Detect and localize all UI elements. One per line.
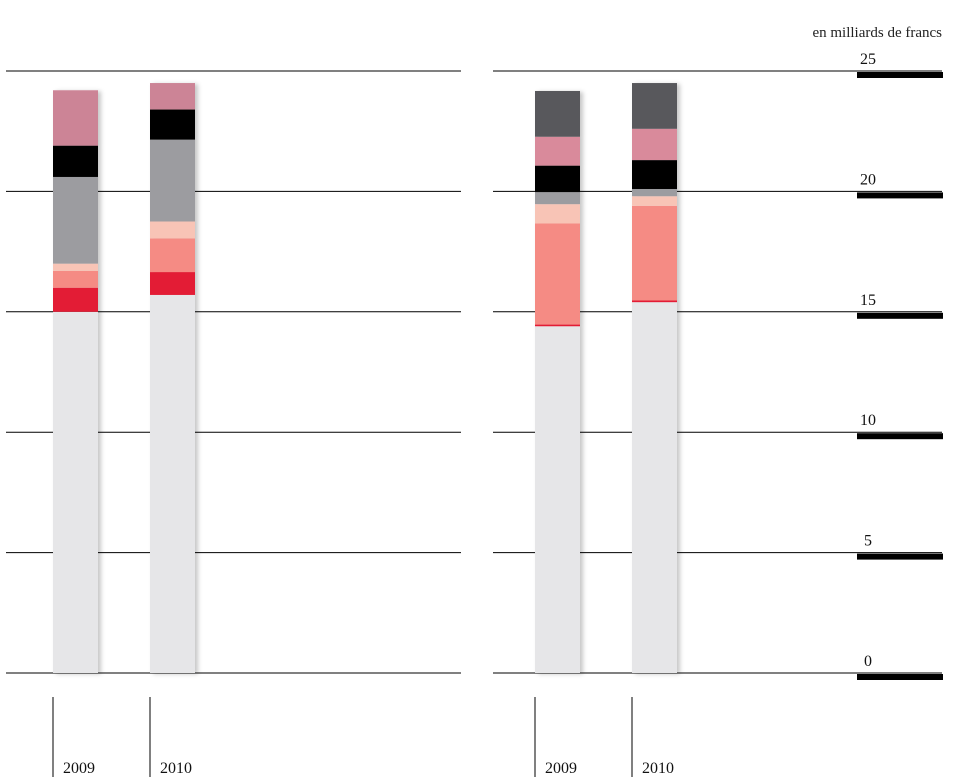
bar-segment-0-2010-2 bbox=[150, 238, 195, 273]
bar-segment-1-2010-5 bbox=[632, 160, 677, 189]
bar-segment-0-2010-3 bbox=[150, 221, 195, 239]
bars bbox=[53, 83, 677, 673]
bar-stack-0-2010 bbox=[150, 83, 195, 673]
bar-segment-0-2010-1 bbox=[150, 272, 195, 295]
bar-segment-0-2009-4 bbox=[53, 176, 98, 264]
bar-segment-1-2010-6 bbox=[632, 128, 677, 161]
bar-segment-0-2010-0 bbox=[150, 294, 195, 673]
bar-segment-0-2009-5 bbox=[53, 145, 98, 177]
unit-label: en milliards de francs bbox=[812, 25, 942, 41]
bar-segment-0-2009-0 bbox=[53, 311, 98, 673]
category-label-1-2009: 2009 bbox=[545, 760, 577, 777]
bar-segment-1-2009-5 bbox=[535, 165, 580, 193]
tick-mark-15 bbox=[857, 312, 943, 319]
tick-label-10: 10 bbox=[860, 412, 876, 429]
tick-label-0: 0 bbox=[864, 653, 872, 670]
bar-segment-1-2009-1 bbox=[535, 324, 580, 327]
bar-segment-1-2010-0 bbox=[632, 302, 677, 673]
tick-label-20: 20 bbox=[860, 171, 876, 188]
tick-mark-5 bbox=[857, 553, 943, 560]
y-axis-scale: 0 5 10 15 20 25 bbox=[857, 51, 943, 680]
bar-segment-1-2009-2 bbox=[535, 223, 580, 325]
category-label-0-2010: 2010 bbox=[160, 760, 192, 777]
bar-segment-1-2009-4 bbox=[535, 192, 580, 205]
tick-label-5: 5 bbox=[864, 533, 872, 550]
bar-stack-0-2009 bbox=[53, 90, 98, 673]
bar-segment-1-2009-7 bbox=[535, 90, 580, 137]
bar-segment-1-2010-7 bbox=[632, 83, 677, 129]
bar-segment-1-2009-0 bbox=[535, 326, 580, 673]
bar-segment-0-2010-5 bbox=[150, 109, 195, 140]
bar-segment-1-2009-6 bbox=[535, 136, 580, 166]
category-label-0-2009: 2009 bbox=[63, 760, 95, 777]
bar-segment-0-2010-4 bbox=[150, 139, 195, 222]
bar-segment-0-2010-6 bbox=[150, 83, 195, 110]
tick-mark-0 bbox=[857, 674, 943, 680]
bar-segment-1-2009-3 bbox=[535, 204, 580, 224]
bar-segment-1-2010-4 bbox=[632, 188, 677, 197]
bar-segment-0-2009-1 bbox=[53, 287, 98, 312]
bar-segment-0-2009-2 bbox=[53, 270, 98, 288]
category-labels: 2009 2010 2009 2010 bbox=[52, 697, 674, 777]
tick-mark-20 bbox=[857, 192, 943, 199]
tick-mark-10 bbox=[857, 433, 943, 440]
bar-segment-0-2009-6 bbox=[53, 90, 98, 146]
tick-label-15: 15 bbox=[860, 292, 876, 309]
bar-segment-1-2010-1 bbox=[632, 300, 677, 303]
bar-stack-1-2010 bbox=[632, 83, 677, 673]
bar-segment-1-2010-2 bbox=[632, 205, 677, 301]
bar-segment-0-2009-3 bbox=[53, 263, 98, 271]
tick-mark-25 bbox=[857, 72, 943, 78]
tick-label-25: 25 bbox=[860, 51, 876, 68]
gridlines bbox=[6, 70, 942, 674]
category-label-1-2010: 2010 bbox=[642, 760, 674, 777]
bar-segment-1-2010-3 bbox=[632, 196, 677, 206]
bar-stack-1-2009 bbox=[535, 90, 580, 673]
